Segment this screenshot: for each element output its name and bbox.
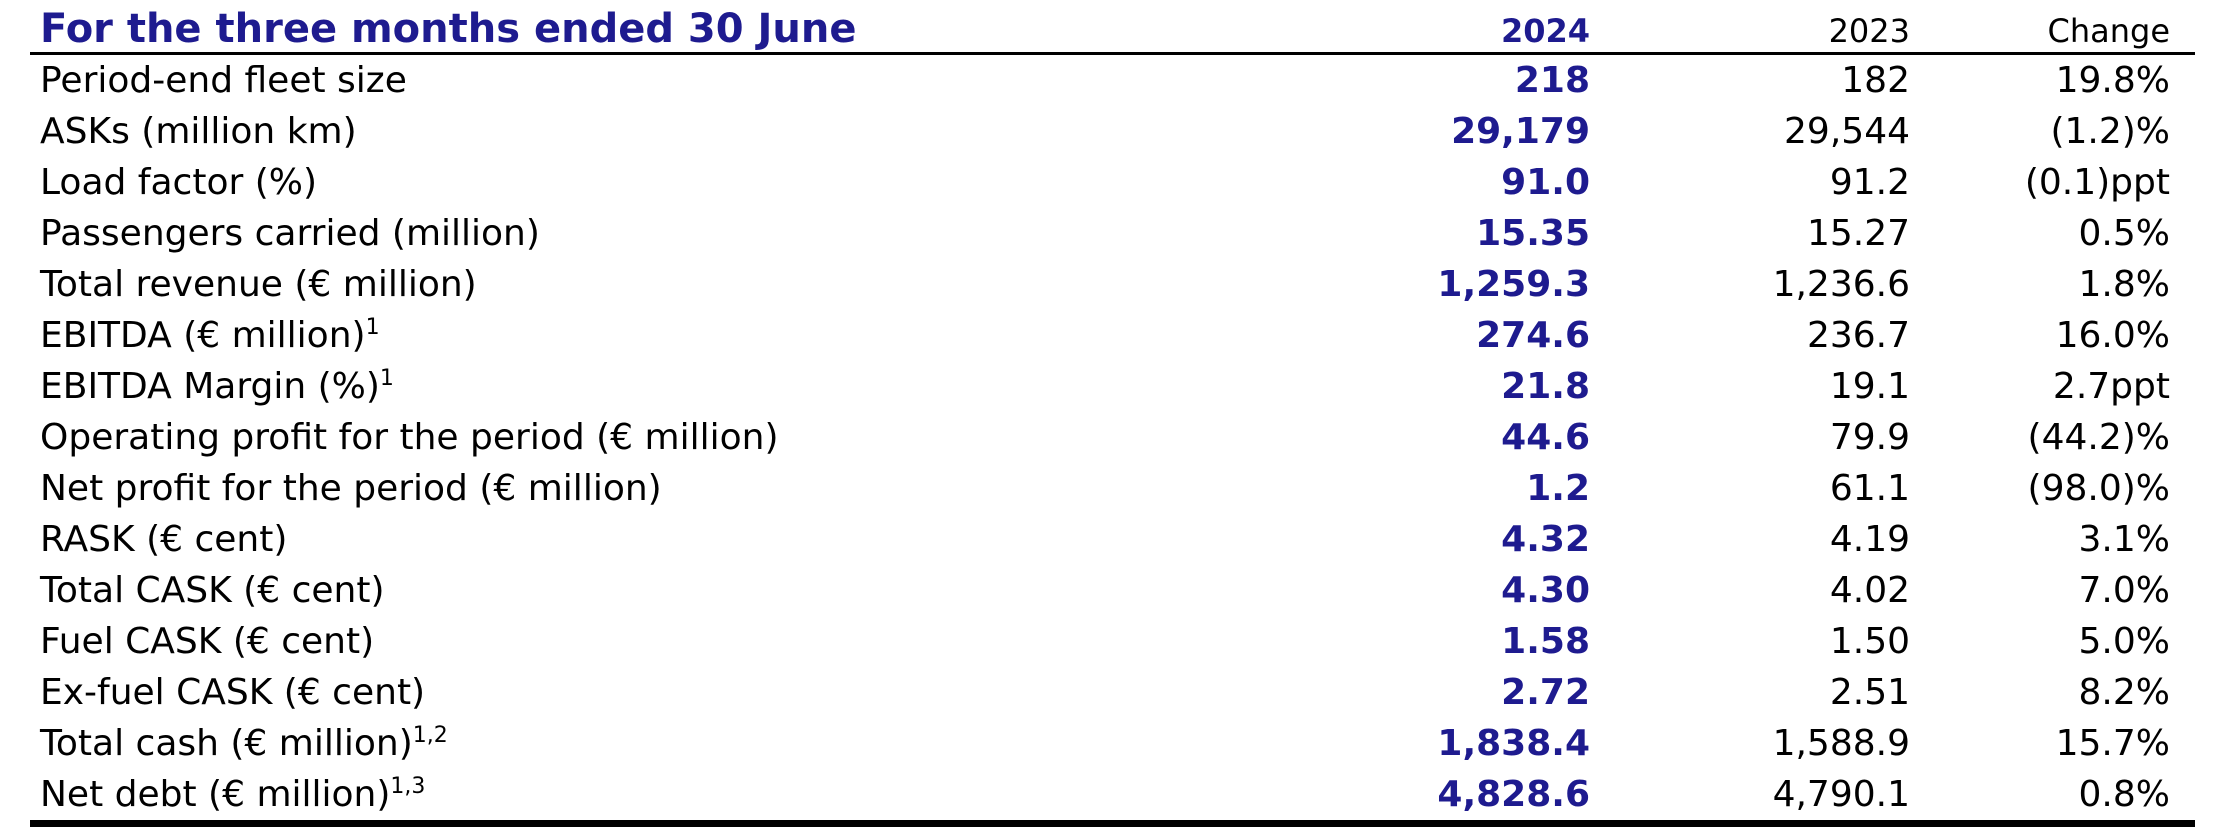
footnote-ref: 1 (379, 366, 394, 391)
metric-label: Operating profit for the period (€ milli… (40, 417, 779, 458)
table-row: EBITDA Margin (%)1 21.8 19.1 2.7ppt (30, 361, 2195, 412)
metric-label: Total revenue (€ million) (40, 264, 477, 305)
value-change: (1.2)% (2050, 111, 2170, 152)
value-2023: 182 (1841, 60, 1910, 101)
value-2023: 2.51 (1829, 672, 1910, 713)
metric-label: ASKs (million km) (40, 111, 357, 152)
value-2023: 1,236.6 (1772, 264, 1910, 305)
metric-label: Total CASK (€ cent) (40, 570, 385, 611)
metric-label: Fuel CASK (€ cent) (40, 621, 375, 662)
value-change: 2.7ppt (2052, 366, 2170, 407)
value-2024: 44.6 (1501, 417, 1590, 458)
table-row: Period-end fleet size 218 182 19.8% (30, 55, 2195, 106)
metric-label: Passengers carried (million) (40, 213, 540, 254)
value-2024: 1,838.4 (1437, 723, 1590, 764)
table-row: Load factor (%) 91.0 91.2 (0.1)ppt (30, 157, 2195, 208)
table-row: Total cash (€ million)1,2 1,838.4 1,588.… (30, 718, 2195, 769)
metric-label: RASK (€ cent) (40, 519, 288, 560)
table-row: Passengers carried (million) 15.35 15.27… (30, 208, 2195, 259)
table-row: Ex-fuel CASK (€ cent) 2.72 2.51 8.2% (30, 667, 2195, 718)
metric-label: Load factor (%) (40, 162, 318, 203)
footnote-ref: 1,2 (412, 723, 448, 748)
value-2024: 274.6 (1476, 315, 1590, 356)
metric-label: EBITDA Margin (%)1 (40, 366, 394, 407)
value-2023: 1,588.9 (1772, 723, 1910, 764)
table-header-row: For the three months ended 30 June 2024 … (30, 0, 2195, 55)
value-2023: 15.27 (1806, 213, 1910, 254)
column-header-2024: 2024 (1500, 12, 1590, 50)
column-header-change: Change (2047, 12, 2170, 50)
table-row: ASKs (million km) 29,179 29,544 (1.2)% (30, 106, 2195, 157)
value-change: (98.0)% (2027, 468, 2170, 509)
value-2023: 29,544 (1784, 111, 1910, 152)
value-change: 0.8% (2078, 774, 2170, 815)
metric-label: EBITDA (€ million)1 (40, 315, 380, 356)
value-2024: 2.72 (1501, 672, 1590, 713)
value-2024: 29,179 (1451, 111, 1590, 152)
kpi-summary-table: For the three months ended 30 June 2024 … (30, 0, 2195, 827)
value-change: (44.2)% (2027, 417, 2170, 458)
metric-label: Net profit for the period (€ million) (40, 468, 662, 509)
value-2024: 15.35 (1476, 213, 1590, 254)
value-2023: 236.7 (1806, 315, 1910, 356)
value-change: (0.1)ppt (2024, 162, 2170, 203)
value-2024: 4,828.6 (1437, 774, 1590, 815)
value-2024: 218 (1514, 60, 1590, 101)
value-2024: 1,259.3 (1437, 264, 1590, 305)
footnote-ref: 1,3 (390, 774, 426, 799)
value-2024: 21.8 (1501, 366, 1590, 407)
value-change: 7.0% (2078, 570, 2170, 611)
value-2023: 4.19 (1829, 519, 1910, 560)
value-2023: 91.2 (1829, 162, 1910, 203)
metric-label: Period-end fleet size (40, 60, 407, 101)
table-row: Net profit for the period (€ million) 1.… (30, 463, 2195, 514)
value-change: 1.8% (2078, 264, 2170, 305)
metric-label: Total cash (€ million)1,2 (40, 723, 448, 764)
value-2024: 91.0 (1501, 162, 1590, 203)
table-row: Fuel CASK (€ cent) 1.58 1.50 5.0% (30, 616, 2195, 667)
value-2023: 4.02 (1829, 570, 1910, 611)
column-header-2023: 2023 (1828, 12, 1910, 50)
table-title: For the three months ended 30 June (40, 6, 857, 52)
table-row: Total revenue (€ million) 1,259.3 1,236.… (30, 259, 2195, 310)
value-change: 8.2% (2078, 672, 2170, 713)
table-body: Period-end fleet size 218 182 19.8% ASKs… (30, 55, 2195, 827)
value-2024: 1.2 (1526, 468, 1590, 509)
value-change: 15.7% (2055, 723, 2170, 764)
table-row: Total CASK (€ cent) 4.30 4.02 7.0% (30, 565, 2195, 616)
footnote-ref: 1 (365, 315, 380, 340)
table-row: Operating profit for the period (€ milli… (30, 412, 2195, 463)
value-2023: 19.1 (1829, 366, 1910, 407)
value-change: 16.0% (2055, 315, 2170, 356)
table-row: RASK (€ cent) 4.32 4.19 3.1% (30, 514, 2195, 565)
value-2023: 79.9 (1829, 417, 1910, 458)
value-change: 3.1% (2078, 519, 2170, 560)
value-2023: 1.50 (1829, 621, 1910, 662)
value-2024: 4.32 (1501, 519, 1590, 560)
value-change: 19.8% (2055, 60, 2170, 101)
value-2023: 4,790.1 (1772, 774, 1910, 815)
value-2024: 4.30 (1501, 570, 1590, 611)
metric-label: Ex-fuel CASK (€ cent) (40, 672, 426, 713)
table-row: EBITDA (€ million)1 274.6 236.7 16.0% (30, 310, 2195, 361)
value-change: 0.5% (2078, 213, 2170, 254)
value-2023: 61.1 (1829, 468, 1910, 509)
table-row: Net debt (€ million)1,3 4,828.6 4,790.1 … (30, 769, 2195, 820)
value-2024: 1.58 (1501, 621, 1590, 662)
metric-label: Net debt (€ million)1,3 (40, 774, 426, 815)
value-change: 5.0% (2078, 621, 2170, 662)
